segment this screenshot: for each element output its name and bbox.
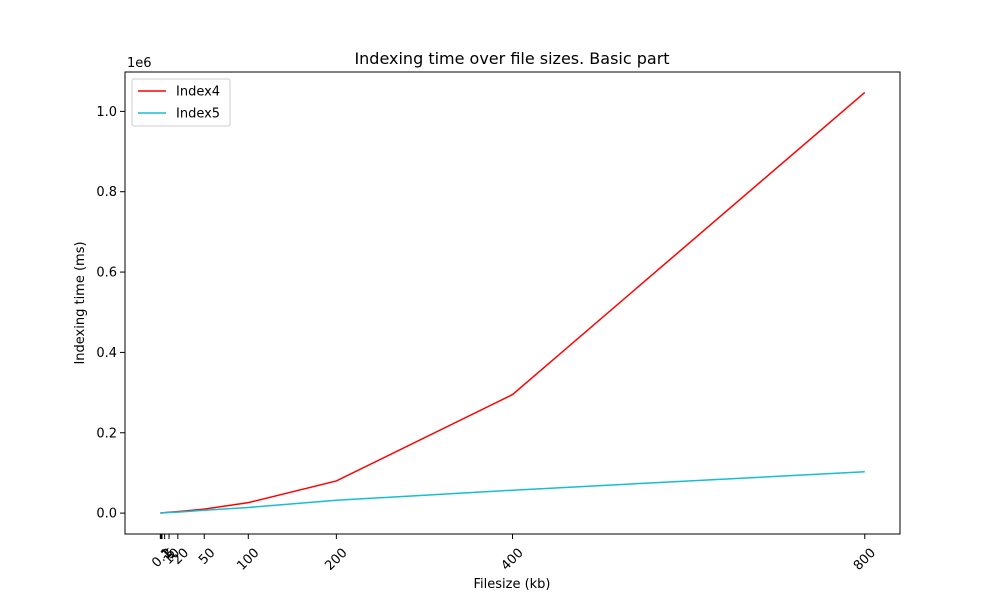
- legend-label-index4: Index4: [176, 85, 220, 100]
- y-tick-label: 1.0: [96, 105, 117, 120]
- x-tick-label: 200: [322, 546, 350, 574]
- series-line-index5: [160, 470, 865, 514]
- chart-title: Indexing time over file sizes. Basic par…: [354, 49, 669, 68]
- y-tick-label: 0.2: [96, 426, 117, 441]
- y-offset-label: 1e6: [127, 56, 152, 71]
- x-tick-label: 400: [499, 546, 527, 574]
- legend-label-index5: Index5: [176, 107, 220, 122]
- y-tick-label: 0.0: [96, 507, 117, 522]
- legend: Index4 Index5: [131, 78, 231, 127]
- x-tick-label: 100: [234, 546, 262, 574]
- series-layer: [160, 91, 866, 514]
- y-tick-label: 0.8: [96, 185, 117, 200]
- y-tick-label: 0.6: [96, 266, 117, 281]
- plot-area: [124, 71, 901, 535]
- y-tick-label: 0.4: [96, 346, 117, 361]
- y-axis-label: Indexing time (ms): [73, 241, 88, 364]
- series-line-index4: [160, 91, 866, 514]
- y-axis-ticks: 0.0 0.2 0.4 0.6 0.8 1.0: [96, 105, 125, 522]
- x-tick-label: 50: [196, 546, 218, 568]
- x-axis-label: Filesize (kb): [473, 577, 550, 592]
- x-tick-label: 800: [851, 546, 879, 574]
